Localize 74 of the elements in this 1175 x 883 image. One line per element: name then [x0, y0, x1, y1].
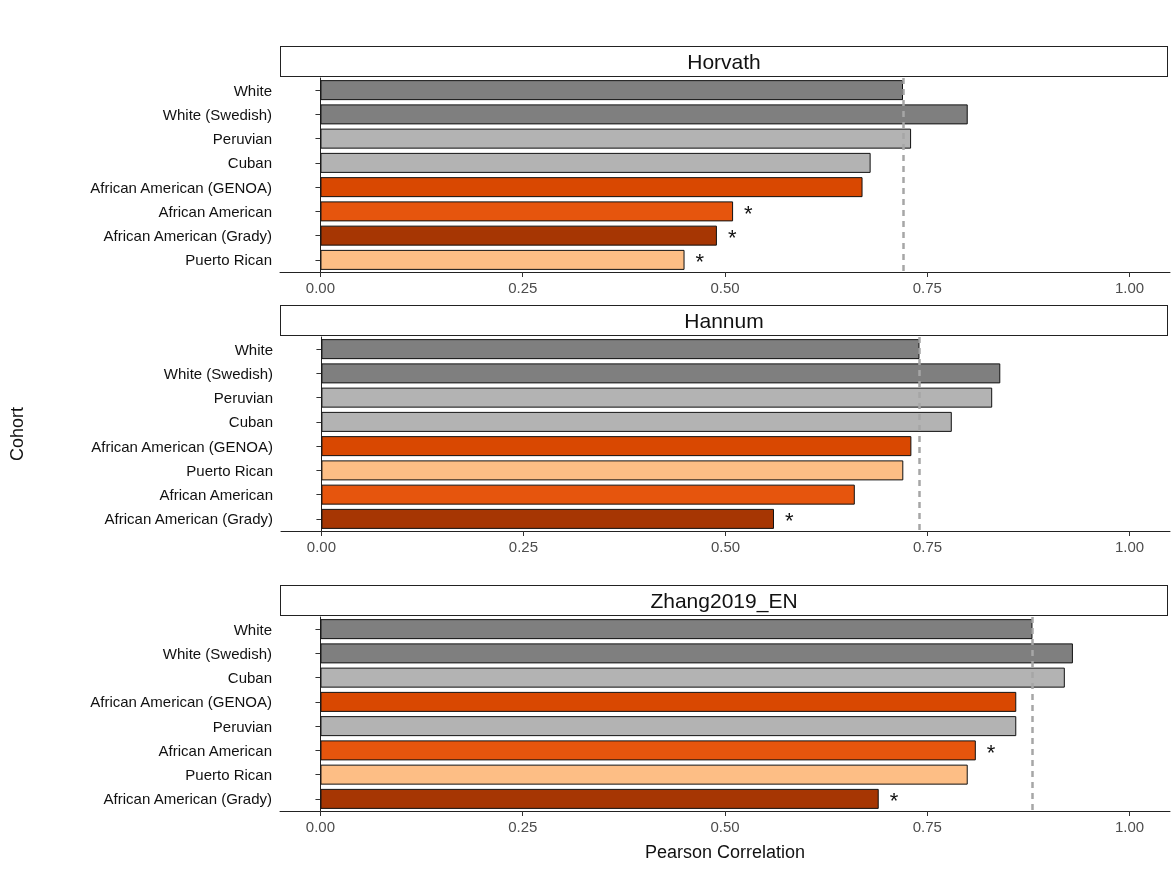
y-tick-label: White (Swedish) [162, 644, 272, 662]
bar [321, 484, 855, 505]
bar [321, 411, 952, 432]
y-tick-label: Peruvian [213, 389, 273, 407]
y-tick-label: Peruvian [212, 130, 272, 148]
x-tick-label: 0.25 [508, 538, 539, 555]
chart-title: Horvath [280, 46, 1168, 77]
x-tick-label: 1.00 [1114, 538, 1145, 555]
y-tick-label: Cuban [228, 413, 273, 431]
x-tick-label: 1.00 [1114, 818, 1145, 835]
bar [320, 788, 879, 809]
bar [320, 128, 912, 149]
y-tick-label: White [233, 620, 272, 638]
y-tick-label: Puerto Rican [185, 251, 272, 269]
annotation: * [744, 200, 754, 226]
x-tick-label: 1.00 [1114, 279, 1145, 296]
bar [320, 104, 968, 125]
x-tick-label: 0.00 [306, 538, 337, 555]
x-tick-label: 0.50 [710, 279, 740, 296]
y-tick-label: African American (Grady) [103, 790, 272, 808]
bar [321, 460, 904, 481]
y-tick-label: African American [158, 202, 272, 220]
annotation: * [695, 249, 705, 275]
annotation: * [727, 225, 737, 251]
bar [320, 177, 863, 198]
bar [320, 740, 976, 761]
annotation: * [784, 508, 794, 534]
y-tick-label: African American (GENOA) [90, 693, 272, 711]
y-tick-label: Puerto Rican [185, 766, 272, 784]
x-tick-label: 0.75 [912, 538, 943, 555]
y-tick-label: Cuban [227, 154, 272, 172]
bar [320, 619, 1033, 640]
bar [320, 80, 903, 101]
x-tick-label: 0.25 [508, 279, 538, 296]
y-tick-label: African American [158, 741, 272, 759]
bar [320, 716, 1017, 737]
x-axis-title: Pearson Correlation [644, 842, 806, 862]
annotation: * [986, 739, 996, 765]
y-tick-label: African American [159, 486, 273, 504]
chart-title: Hannum [280, 305, 1168, 336]
bar [320, 764, 968, 785]
bar [320, 643, 1073, 664]
x-tick-label: 0.00 [305, 279, 336, 296]
bar [321, 387, 993, 408]
bar [320, 201, 734, 222]
bar [320, 152, 871, 173]
bar [321, 436, 912, 457]
bar [320, 249, 685, 270]
y-tick-label: African American (GENOA) [90, 178, 272, 196]
x-tick-label: 0.50 [710, 538, 741, 555]
y-tick-label: Peruvian [212, 717, 272, 735]
y-tick-label: White [234, 340, 273, 358]
chart-title: Zhang2019_EN [280, 585, 1168, 616]
y-tick-label: White [233, 81, 272, 99]
bar [321, 339, 920, 360]
y-tick-label: Cuban [227, 669, 272, 687]
y-tick-label: White (Swedish) [162, 105, 272, 123]
bar [320, 667, 1065, 688]
y-tick-label: White (Swedish) [163, 364, 273, 382]
x-tick-label: 0.50 [710, 818, 740, 835]
y-tick-label: Puerto Rican [186, 461, 273, 479]
x-tick-label: 0.00 [305, 818, 336, 835]
y-tick-label: African American (Grady) [104, 510, 273, 528]
bar [321, 508, 774, 529]
x-tick-label: 0.75 [912, 279, 942, 296]
x-tick-label: 0.75 [912, 818, 942, 835]
bar [320, 691, 1017, 712]
y-tick-label: African American (GENOA) [91, 437, 273, 455]
bar [321, 363, 1001, 384]
x-tick-label: 0.25 [508, 818, 538, 835]
annotation: * [889, 788, 899, 814]
y-tick-label: African American (Grady) [103, 227, 272, 245]
y-axis-title: Cohort [7, 406, 27, 462]
bar [320, 225, 717, 246]
